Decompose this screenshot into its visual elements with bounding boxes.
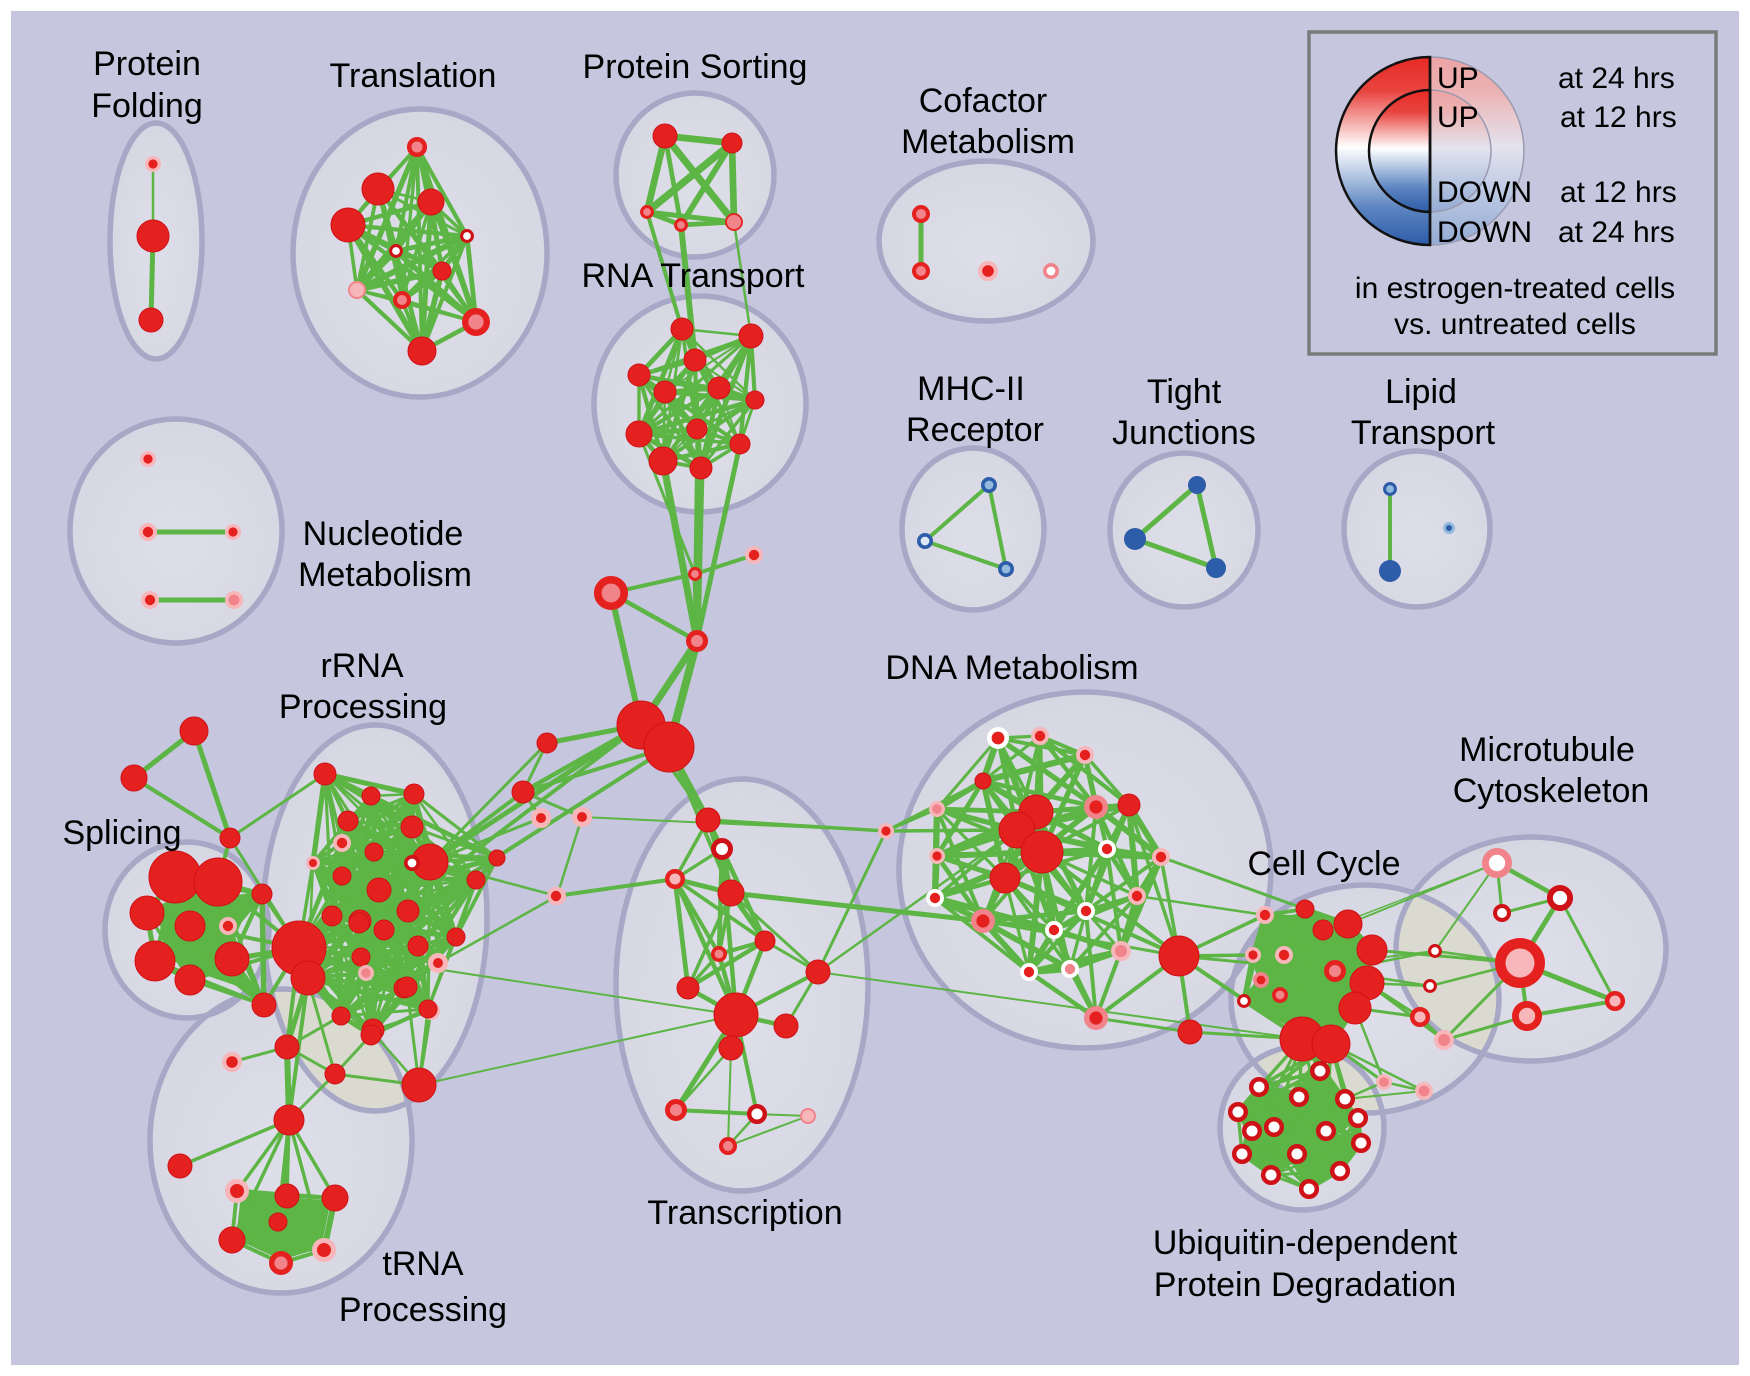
svg-text:at 12 hrs: at 12 hrs bbox=[1560, 176, 1677, 209]
svg-text:Junctions: Junctions bbox=[1112, 414, 1256, 452]
svg-text:vs. untreated cells: vs. untreated cells bbox=[1394, 308, 1636, 341]
svg-text:Translation: Translation bbox=[330, 57, 497, 95]
svg-text:Folding: Folding bbox=[91, 87, 203, 125]
svg-text:Processing: Processing bbox=[339, 1291, 507, 1329]
svg-text:DOWN: DOWN bbox=[1437, 176, 1532, 209]
svg-text:Microtubule: Microtubule bbox=[1459, 731, 1635, 769]
svg-text:UP: UP bbox=[1437, 62, 1479, 95]
svg-text:Cell Cycle: Cell Cycle bbox=[1247, 845, 1400, 883]
svg-text:Tight: Tight bbox=[1147, 373, 1222, 411]
svg-text:Receptor: Receptor bbox=[906, 411, 1044, 449]
svg-text:Ubiquitin-dependent: Ubiquitin-dependent bbox=[1153, 1224, 1458, 1262]
svg-text:Cofactor: Cofactor bbox=[919, 82, 1048, 120]
svg-text:Protein: Protein bbox=[93, 45, 201, 83]
svg-text:Splicing: Splicing bbox=[62, 814, 181, 852]
svg-text:Nucleotide: Nucleotide bbox=[303, 515, 464, 553]
svg-text:tRNA: tRNA bbox=[382, 1245, 464, 1283]
svg-text:DOWN: DOWN bbox=[1437, 216, 1532, 249]
svg-text:UP: UP bbox=[1437, 101, 1479, 134]
svg-text:at 24 hrs: at 24 hrs bbox=[1558, 216, 1675, 249]
svg-text:RNA Transport: RNA Transport bbox=[582, 257, 806, 295]
svg-text:Protein Sorting: Protein Sorting bbox=[583, 48, 808, 86]
svg-text:Cytoskeleton: Cytoskeleton bbox=[1453, 772, 1650, 810]
svg-text:Metabolism: Metabolism bbox=[298, 556, 472, 594]
svg-text:at 12 hrs: at 12 hrs bbox=[1560, 101, 1677, 134]
svg-text:DNA Metabolism: DNA Metabolism bbox=[885, 649, 1138, 687]
svg-text:MHC-II: MHC-II bbox=[917, 370, 1025, 408]
svg-text:Metabolism: Metabolism bbox=[901, 123, 1075, 161]
svg-text:in estrogen-treated cells: in estrogen-treated cells bbox=[1355, 272, 1675, 305]
svg-text:Processing: Processing bbox=[279, 688, 447, 726]
svg-text:Transport: Transport bbox=[1351, 414, 1496, 452]
svg-text:Lipid: Lipid bbox=[1385, 373, 1457, 411]
svg-text:at 24 hrs: at 24 hrs bbox=[1558, 62, 1675, 95]
svg-text:rRNA: rRNA bbox=[320, 647, 403, 685]
svg-text:Protein Degradation: Protein Degradation bbox=[1154, 1266, 1456, 1304]
svg-text:Transcription: Transcription bbox=[647, 1194, 842, 1232]
